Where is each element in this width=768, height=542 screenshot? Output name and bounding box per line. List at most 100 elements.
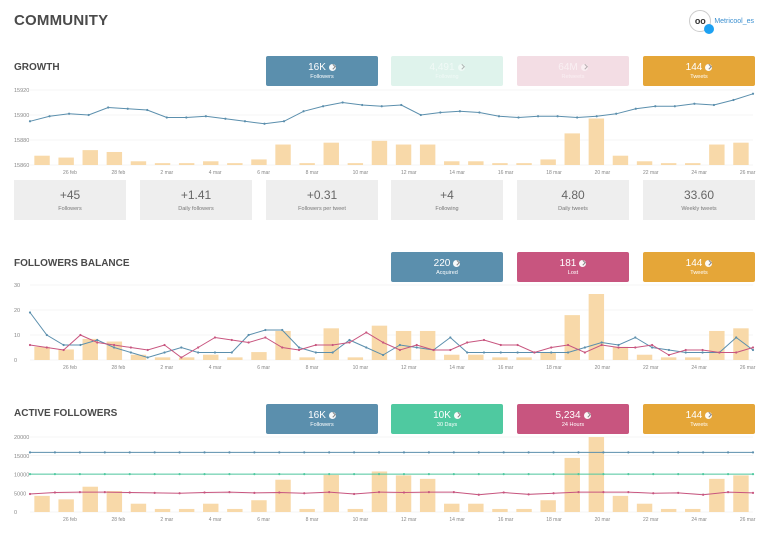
growth-tweets-button[interactable]: 144 Tweets xyxy=(643,56,755,86)
total-followers-point xyxy=(552,451,555,454)
tweet-bar xyxy=(685,508,701,512)
active-24-hours-point xyxy=(178,492,181,495)
tweet-bar xyxy=(419,478,436,512)
tweet-bar xyxy=(395,144,412,165)
button-value-text: 220 xyxy=(433,257,451,269)
active-24-hours-point xyxy=(552,492,555,495)
acquired-point xyxy=(62,343,65,347)
acquired-point xyxy=(146,356,149,359)
active-30-days-point xyxy=(28,473,32,476)
x-tick-label: 22 mar xyxy=(643,365,659,371)
total-followers-point xyxy=(652,451,655,454)
active-24-hours-point xyxy=(303,492,306,495)
active-30-days-point xyxy=(726,473,730,476)
tweet-bar xyxy=(227,163,243,165)
y-tick-label: 0 xyxy=(14,510,17,516)
button-value-text: 16K xyxy=(308,61,326,73)
x-tick-label: 20 mar xyxy=(595,517,611,523)
balance-tweets-button[interactable]: 144 Tweets xyxy=(643,252,755,282)
lost-point xyxy=(62,348,65,352)
summary-daily-tweets: 4.80 Daily tweets xyxy=(517,180,629,220)
button-label: Tweets xyxy=(690,269,708,276)
followers-point xyxy=(556,115,559,118)
balance-title: FOLLOWERS BALANCE xyxy=(14,258,130,269)
x-tick-label: 10 mar xyxy=(353,170,369,176)
acquired-point xyxy=(398,343,402,347)
tweet-bar xyxy=(540,159,556,165)
tweet-bar xyxy=(82,486,98,512)
tweet-bar xyxy=(106,151,123,165)
acquired-point xyxy=(381,353,385,357)
acquired-point xyxy=(449,336,452,339)
active-24-hours-point xyxy=(128,491,131,494)
lost-line xyxy=(29,331,754,359)
button-label: Followers xyxy=(310,421,334,428)
avatar[interactable]: oo xyxy=(689,10,715,34)
acquired-point xyxy=(651,346,654,349)
x-tick-label: 4 mar xyxy=(209,517,222,523)
twitter-icon xyxy=(704,24,715,34)
growth-following-button[interactable]: 4,491 Following xyxy=(391,56,503,86)
chevron-circle-icon xyxy=(453,259,461,267)
tweet-bar xyxy=(178,508,195,512)
tweet-bar xyxy=(395,475,412,512)
active-24-hours-point xyxy=(627,491,630,494)
tweet-bar xyxy=(203,161,219,165)
summary-value: 4.80 xyxy=(561,188,585,202)
balance-acquired-button[interactable]: 220 Acquired xyxy=(391,252,503,282)
summary-weekly-tweets: 33.60 Weekly tweets xyxy=(643,180,755,220)
active-24-hours-point xyxy=(726,491,730,494)
account-name[interactable]: Metricool_es xyxy=(714,17,754,25)
active-30-days-point xyxy=(103,473,106,476)
x-tick-label: 22 mar xyxy=(643,170,659,176)
balance-chart: 30 20 10 0 26 feb 28 feb 2 mar 4 mar 6 mar 8 mar 1… xyxy=(14,283,756,371)
total-followers-point xyxy=(128,451,131,454)
growth-retweets-button[interactable]: 64M Retweets xyxy=(517,56,629,86)
summary-value: +1.41 xyxy=(180,188,212,202)
active-30-days-point xyxy=(377,473,381,476)
lost-point xyxy=(415,343,418,347)
active-24-hours-point xyxy=(78,491,81,494)
active-24-hours-point xyxy=(402,491,406,494)
x-tick-label: 14 mar xyxy=(449,517,465,523)
active-30-days-point xyxy=(452,473,455,476)
growth-chart: 15920 15900 15880 15860 26 feb 28 feb 2 mar 4 m… xyxy=(14,88,756,176)
x-tick-label: 24 mar xyxy=(691,365,707,371)
followers-point xyxy=(322,105,325,108)
button-label: Lost xyxy=(567,269,579,276)
followers-point xyxy=(615,112,618,115)
y-tick-label: 20000 xyxy=(14,435,29,441)
tweet-bar xyxy=(154,357,171,360)
x-tick-label: 26 feb xyxy=(63,517,77,523)
acquired-point xyxy=(701,351,704,354)
button-value-text: 10K xyxy=(433,409,451,421)
followers-point xyxy=(107,106,110,109)
acquired-point xyxy=(213,351,217,354)
followers-point xyxy=(282,120,286,123)
tweet-bar xyxy=(251,159,267,165)
acquired-point xyxy=(230,351,233,354)
x-tick-label: 26 feb xyxy=(63,170,77,176)
chevron-circle-icon xyxy=(705,63,713,71)
total-followers-point xyxy=(28,451,32,454)
active-followers-button[interactable]: 16K Followers xyxy=(266,404,378,434)
growth-followers-button[interactable]: 16K Followers xyxy=(266,56,378,86)
tweet-bar xyxy=(347,163,364,165)
tweet-bar xyxy=(130,354,147,360)
tweet-bar xyxy=(492,163,508,165)
lost-point xyxy=(365,331,368,334)
lost-point xyxy=(651,343,654,347)
acquired-point xyxy=(684,351,687,354)
active-24-hours-point xyxy=(203,491,206,494)
active-30-days-point xyxy=(203,473,206,476)
account-info[interactable]: oo Metricool_es xyxy=(689,10,754,34)
active-24-hours-button[interactable]: 5,234 24 Hours xyxy=(517,404,629,434)
x-tick-label: 8 mar xyxy=(306,365,319,371)
active-tweets-button[interactable]: 144 Tweets xyxy=(643,404,755,434)
tweet-bar xyxy=(444,161,460,165)
active-30-days-button[interactable]: 10K 30 Days xyxy=(391,404,503,434)
tweet-bar xyxy=(130,503,147,512)
total-followers-point xyxy=(278,451,281,454)
total-followers-point xyxy=(253,451,256,454)
balance-lost-button[interactable]: 181 Lost xyxy=(517,252,629,282)
